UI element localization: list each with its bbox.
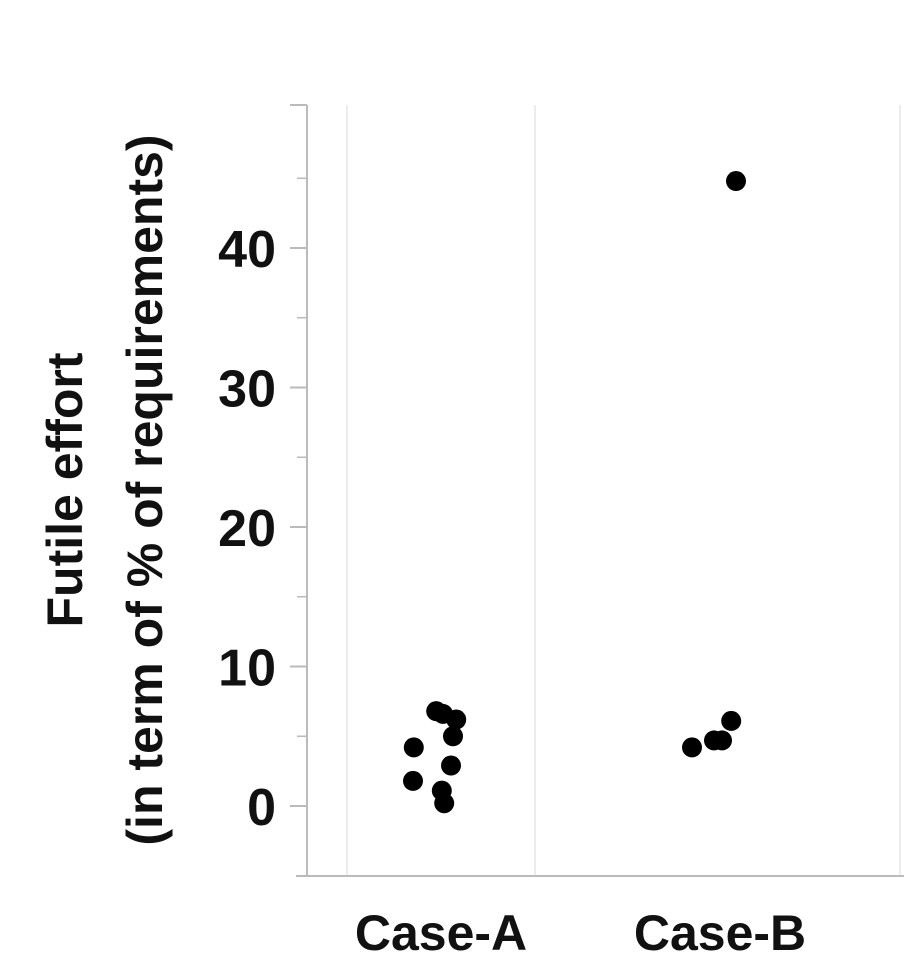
x-axis: Case-A Case-B bbox=[296, 875, 904, 961]
y-tick-label: 30 bbox=[218, 361, 276, 419]
data-point bbox=[721, 710, 742, 731]
category-grid bbox=[346, 105, 901, 876]
data-point bbox=[403, 770, 423, 791]
data-point bbox=[682, 737, 702, 758]
y-axis-title-line1: Futile effort bbox=[37, 352, 93, 627]
y-tick-label: 40 bbox=[218, 221, 276, 279]
data-point bbox=[443, 726, 463, 747]
data-point bbox=[434, 793, 455, 814]
x-category-label: Case-B bbox=[634, 905, 806, 961]
data-point bbox=[726, 171, 746, 192]
data-point bbox=[446, 709, 467, 730]
data-point bbox=[441, 755, 461, 776]
x-category-label: Case-A bbox=[355, 905, 527, 961]
data-point bbox=[403, 737, 424, 758]
y-tick-label: 10 bbox=[218, 640, 276, 698]
data-points bbox=[403, 171, 746, 814]
y-tick-label: 0 bbox=[247, 779, 276, 837]
y-axis: 0 10 20 30 40 bbox=[218, 104, 308, 877]
y-axis-title-line2: (in term of % of requirements) bbox=[117, 134, 173, 845]
y-tick-label: 20 bbox=[218, 500, 276, 558]
data-point bbox=[712, 730, 732, 751]
